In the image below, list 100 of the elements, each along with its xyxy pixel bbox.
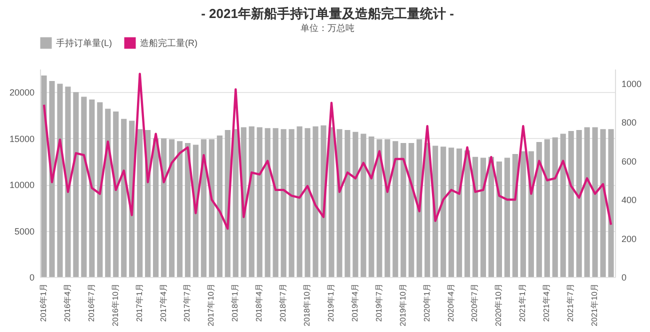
bar — [280, 129, 286, 277]
x-tick-label: 2018年10月 — [302, 284, 312, 326]
bar — [304, 128, 310, 277]
bar — [105, 108, 111, 277]
x-tick-label: 2021年10月 — [590, 284, 600, 326]
y-tick-label: 10000 — [9, 180, 34, 190]
bar — [296, 126, 302, 277]
bar — [440, 146, 446, 277]
bar — [472, 156, 478, 277]
bar — [184, 142, 191, 277]
y-tick-label: 20000 — [9, 88, 34, 98]
bar — [376, 139, 382, 277]
bar — [488, 156, 494, 277]
bar — [608, 129, 614, 277]
bar — [536, 142, 542, 277]
bar — [560, 134, 566, 277]
x-tick-label: 2017年10月 — [206, 284, 216, 326]
bar — [208, 139, 214, 277]
x-tick-label: 2020年10月 — [494, 284, 504, 326]
bar — [73, 92, 79, 277]
bar — [544, 139, 550, 277]
bar — [520, 151, 526, 277]
bar — [392, 141, 398, 277]
bar — [600, 129, 606, 277]
bar — [464, 150, 470, 277]
x-tick-label: 2019年4月 — [350, 284, 360, 322]
bar — [256, 127, 262, 277]
y-tick-label: 5000 — [14, 226, 34, 236]
bar — [89, 100, 95, 277]
x-tick-label: 2021年4月 — [542, 284, 552, 322]
chart-title: - 2021年新船手持订单量及造船完工量统计 - — [201, 6, 454, 21]
bar — [576, 130, 582, 277]
bar — [504, 158, 510, 277]
bar — [176, 141, 183, 277]
bar — [400, 142, 406, 277]
x-tick-label: 2018年1月 — [230, 284, 240, 322]
bar — [552, 137, 558, 277]
bar — [344, 130, 350, 277]
bar — [137, 129, 143, 277]
x-tick-label: 2016年10月 — [110, 284, 120, 326]
y2-tick-label: 400 — [622, 195, 637, 206]
x-tick-label: 2016年7月 — [86, 284, 96, 322]
bar — [424, 142, 430, 277]
x-tick-label: 2017年7月 — [182, 284, 192, 322]
bar — [248, 126, 254, 277]
bar — [456, 148, 462, 277]
x-tick-label: 2021年7月 — [566, 284, 576, 322]
y2-tick-label: 200 — [622, 234, 637, 244]
bar — [360, 134, 366, 277]
bar — [160, 138, 167, 277]
y-tick-label: 15000 — [9, 134, 34, 144]
x-tick-label: 2019年7月 — [374, 284, 384, 322]
bar — [97, 102, 103, 277]
bar — [65, 86, 71, 277]
x-tick-label: 2019年1月 — [326, 284, 336, 322]
x-tick-label: 2020年1月 — [422, 284, 432, 322]
y2-tick-label: 800 — [622, 118, 637, 128]
bar — [216, 136, 222, 277]
legend-label: 造船完工量(R) — [140, 38, 198, 48]
bar — [328, 127, 334, 277]
bar — [368, 136, 374, 277]
legend-label: 手持订单量(L) — [56, 38, 112, 48]
x-tick-label: 2021年1月 — [518, 284, 528, 322]
x-tick-label: 2016年1月 — [38, 284, 48, 322]
x-tick-label: 2020年7月 — [470, 284, 480, 322]
x-tick-label: 2018年7月 — [278, 284, 288, 322]
chart-subtitle: 单位：万总吨 — [300, 23, 354, 33]
bar — [57, 84, 63, 277]
y2-tick-label: 1000 — [622, 79, 642, 90]
x-tick-label: 2017年1月 — [134, 284, 144, 322]
bar — [272, 128, 278, 277]
y2-tick-label: 0 — [622, 272, 627, 282]
bar — [288, 129, 294, 277]
bar — [121, 118, 127, 277]
y-tick-label: 0 — [29, 272, 34, 282]
bar — [41, 75, 47, 277]
line-series — [42, 72, 612, 230]
bar — [312, 126, 318, 277]
bar — [113, 112, 119, 277]
bar — [448, 148, 454, 277]
y2-tick-label: 600 — [622, 156, 637, 166]
x-tick-label: 2016年4月 — [62, 284, 72, 322]
x-tick-label: 2018年4月 — [254, 284, 264, 322]
bar — [81, 96, 87, 277]
bar — [49, 81, 55, 277]
bar — [568, 130, 574, 277]
bar — [232, 129, 238, 277]
bar — [408, 142, 414, 277]
x-tick-label: 2020年4月 — [446, 284, 456, 322]
x-tick-label: 2017年4月 — [158, 284, 168, 322]
bar — [496, 161, 502, 277]
bar — [352, 132, 358, 277]
bar — [168, 139, 175, 277]
bar — [153, 138, 159, 277]
bar — [480, 158, 486, 277]
bar — [592, 127, 598, 277]
bar — [264, 128, 270, 277]
bar — [384, 139, 390, 277]
x-tick-label: 2019年10月 — [398, 284, 408, 326]
bar — [584, 127, 590, 277]
